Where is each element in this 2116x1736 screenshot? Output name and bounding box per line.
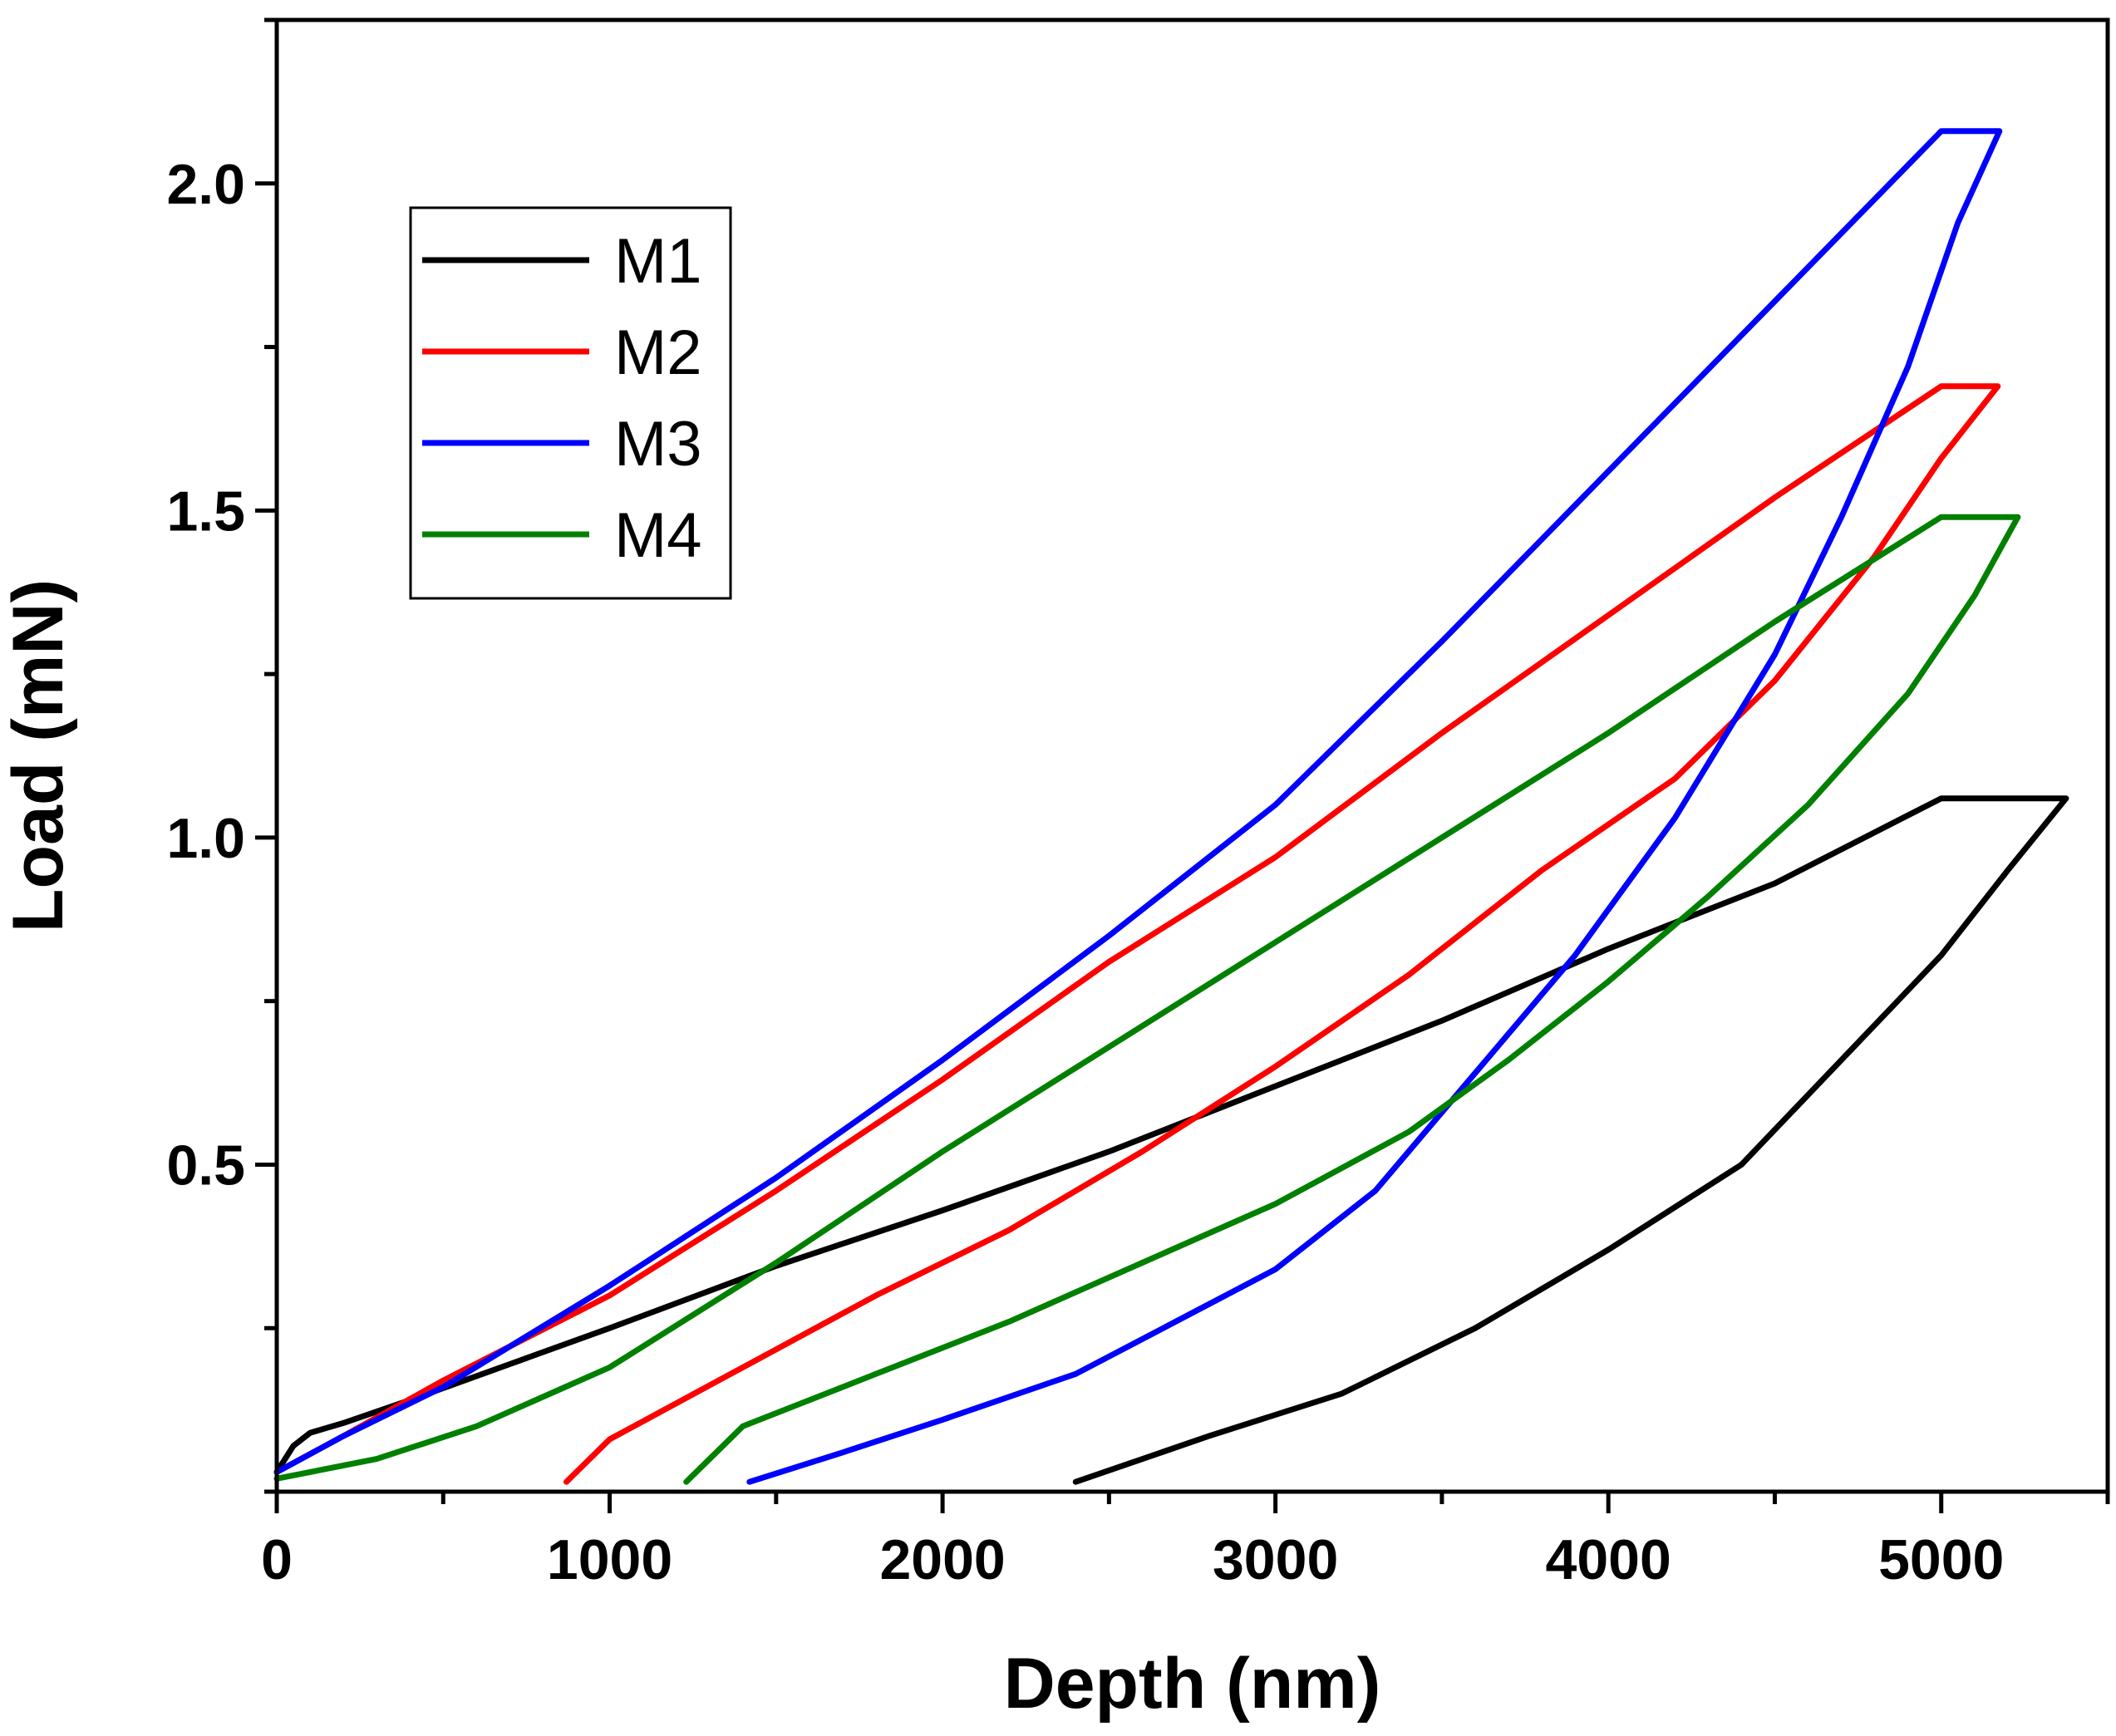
series-line-m1 (273, 795, 2069, 1485)
x-axis-title: Depth (nm) (1004, 1644, 1381, 1724)
axis-ticks (255, 17, 2110, 1513)
x-tick-label: 2000 (879, 1528, 1005, 1591)
y-tick-label: 0.5 (166, 1134, 245, 1197)
y-tick-label: 2.0 (166, 153, 245, 216)
legend-item-m2: M2 (422, 317, 702, 388)
legend-items: M1 M2 M3 M4 (422, 226, 702, 571)
legend-label: M2 (614, 317, 702, 388)
y-axis-title: Load (mN) (0, 579, 78, 932)
x-tick-label: 5000 (1878, 1528, 2004, 1591)
legend-label: M1 (614, 226, 702, 297)
axis-tick-labels: 0 1000 2000 3000 4000 5000 0.5 1.0 1.5 2.0 (166, 153, 2004, 1591)
legend-label: M4 (614, 500, 702, 571)
x-tick-label: 4000 (1546, 1528, 1671, 1591)
plot-area-frame (274, 17, 2110, 1494)
series-line-m2 (273, 383, 2001, 1485)
y-tick-label: 1.0 (166, 807, 245, 870)
series-line-m4 (273, 514, 2021, 1485)
x-tick-label: 0 (261, 1528, 293, 1591)
x-tick-label: 1000 (547, 1528, 672, 1591)
legend: M1 M2 M3 M4 (409, 206, 732, 600)
legend-item-m4: M4 (422, 500, 702, 571)
legend-label: M3 (614, 409, 702, 479)
y-tick-label: 1.5 (166, 479, 245, 543)
x-tick-label: 3000 (1213, 1528, 1338, 1591)
legend-item-m3: M3 (422, 409, 702, 479)
series-layer (273, 128, 2069, 1485)
series-line-m3 (273, 128, 2003, 1485)
legend-item-m1: M1 (422, 226, 702, 297)
